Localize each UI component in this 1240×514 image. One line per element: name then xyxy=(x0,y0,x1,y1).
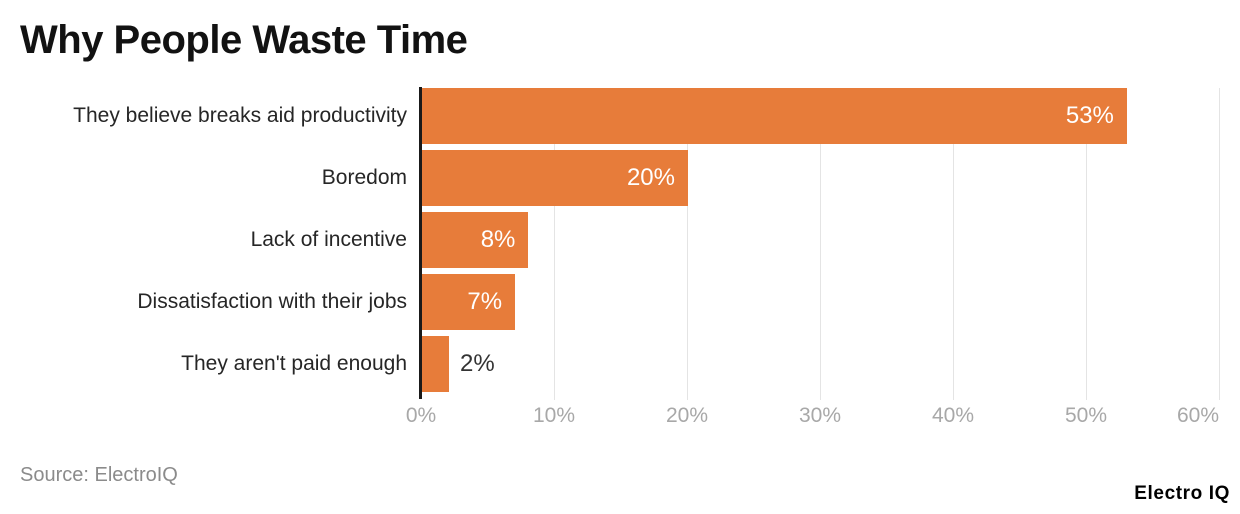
x-tick-label: 10% xyxy=(532,404,575,427)
value-label: 2% xyxy=(460,350,495,377)
value-label: 8% xyxy=(480,226,516,253)
gridline xyxy=(1219,88,1220,400)
category-label: They believe breaks aid productivity xyxy=(73,104,407,127)
x-tick-label: 0% xyxy=(405,404,437,427)
value-label: 53% xyxy=(1065,102,1114,129)
x-tick-label: 50% xyxy=(1064,404,1108,427)
gridline xyxy=(952,88,954,400)
x-tick-label: 20% xyxy=(665,404,708,427)
bar xyxy=(422,336,449,392)
category-label: Boredom xyxy=(321,166,407,189)
category-label: Dissatisfaction with their jobs xyxy=(137,290,407,313)
bar-row: Lack of incentive 8% xyxy=(0,212,1240,268)
x-axis: 0% 10% 20% 30% 40% 50% 60% xyxy=(406,404,1219,432)
bar-row: Boredom 20% xyxy=(0,150,1240,206)
chart-title: Why People Waste Time xyxy=(20,18,468,62)
x-tick-label: 40% xyxy=(931,404,974,427)
category-label: Lack of incentive xyxy=(250,228,407,251)
x-tick-label: 30% xyxy=(798,404,842,427)
gridline xyxy=(1086,88,1087,400)
value-label: 7% xyxy=(467,288,503,315)
gridline xyxy=(686,88,688,400)
bar-row: They aren't paid enough 2% xyxy=(0,336,1240,392)
bar-row: They believe breaks aid productivity 53% xyxy=(0,88,1240,144)
y-axis-line xyxy=(419,87,422,399)
x-tick-label: 60% xyxy=(1176,404,1219,427)
value-label: 20% xyxy=(626,164,675,191)
plot-area xyxy=(421,88,1220,400)
bar: 8% xyxy=(422,212,529,268)
source-note: Source: ElectroIQ xyxy=(20,464,178,486)
bar: 7% xyxy=(422,274,516,330)
brand-logo: Electro IQ xyxy=(1134,483,1230,504)
gridline xyxy=(820,88,821,400)
gridline xyxy=(553,88,555,400)
category-label: They aren't paid enough xyxy=(181,352,407,375)
bar-row: Dissatisfaction with their jobs 7% xyxy=(0,274,1240,330)
bar: 20% xyxy=(422,150,688,206)
bar: 53% xyxy=(422,88,1127,144)
